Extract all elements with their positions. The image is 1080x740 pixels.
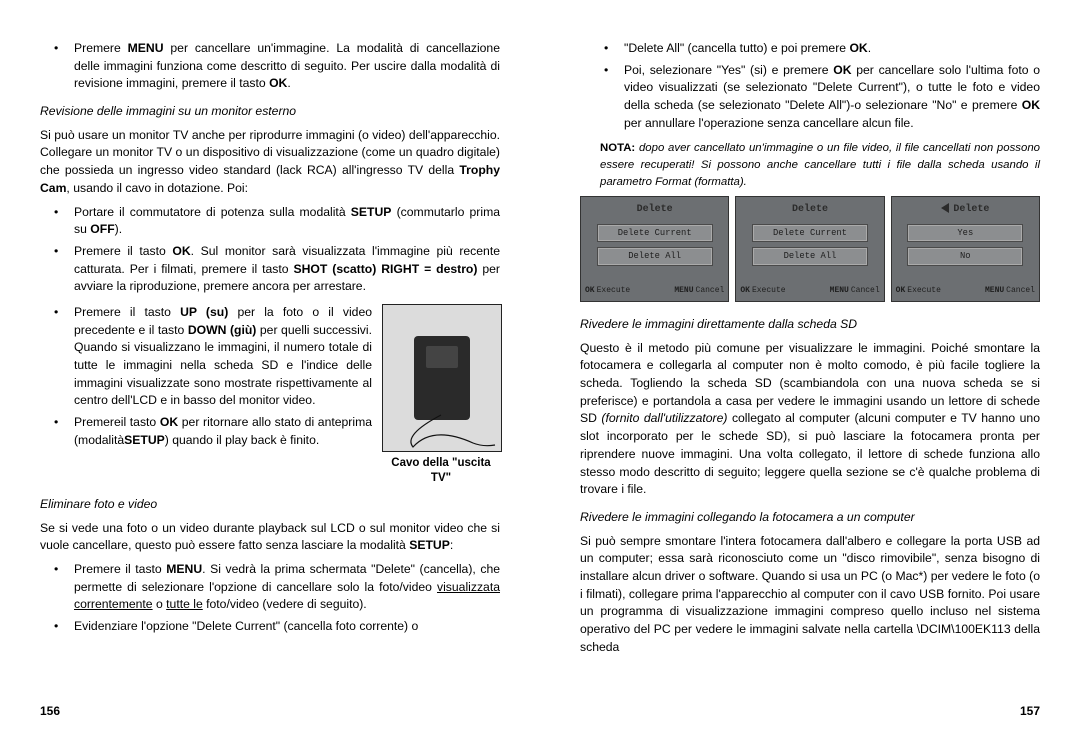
nota-block: NOTA: dopo aver cancellato un'immagine o…: [580, 140, 1040, 190]
page-right: "Delete All" (cancella tutto) e poi prem…: [540, 40, 1080, 720]
para-sd: Questo è il metodo più comune per visual…: [580, 340, 1040, 499]
screen-option: Delete All: [752, 247, 868, 266]
delete-screenshots-row: Delete Delete Current Delete All OKExecuteM…: [580, 196, 1040, 302]
list-item: Premere il tasto OK. Sul monitor sarà vi…: [40, 243, 500, 296]
heading-revisione: Revisione delle immagini su un monitor e…: [40, 103, 500, 121]
page-left: Premere MENU per cancellare un'immagine.…: [0, 40, 540, 720]
screen-option: Delete Current: [752, 224, 868, 243]
list-item: Evidenziare l'opzione "Delete Current" (…: [40, 618, 500, 636]
screen-option: Delete All: [597, 247, 713, 266]
lcd-screenshot: Delete Yes No OKExecuteMENUCancel: [891, 196, 1040, 302]
screen-option: Delete Current: [597, 224, 713, 243]
list-item: Portare il commutatore di potenza sulla …: [40, 204, 500, 239]
list-item: Premere MENU per cancellare un'immagine.…: [40, 40, 500, 93]
left-list-1: Portare il commutatore di potenza sulla …: [40, 204, 500, 296]
para-monitor: Si può usare un monitor TV anche per rip…: [40, 127, 500, 198]
para-computer: Si può sempre smontare l'intera fotocame…: [580, 533, 1040, 657]
figure-caption: Cavo della "uscita TV": [382, 456, 500, 486]
screen-footer: OKExecuteMENUCancel: [585, 285, 724, 297]
left-list-1b: Premere il tasto UP (su) per la foto o i…: [40, 304, 500, 450]
left-top-list: Premere MENU per cancellare un'immagine.…: [40, 40, 500, 93]
screen-option: Yes: [907, 224, 1023, 243]
screen-footer: OKExecuteMENUCancel: [896, 285, 1035, 297]
list-item: Premereil tasto OK per ritornare allo st…: [40, 414, 500, 449]
page-number-left: 156: [40, 703, 500, 720]
page-number-right: 157: [580, 703, 1040, 720]
heading-sd: Rivedere le immagini direttamente dalla …: [580, 316, 1040, 334]
heading-computer: Rivedere le immagini collegando la fotoc…: [580, 509, 1040, 527]
heading-eliminare: Eliminare foto e video: [40, 496, 500, 514]
right-top-list: "Delete All" (cancella tutto) e poi prem…: [590, 40, 1040, 132]
list-item: Poi, selezionare "Yes" (si) e premere OK…: [590, 62, 1040, 133]
screen-title: Delete: [896, 203, 1035, 218]
lcd-screenshot: Delete Delete Current Delete All OKExecuteM…: [580, 196, 729, 302]
para-eliminare: Se si vede una foto o un video durante p…: [40, 520, 500, 555]
screen-option: No: [907, 247, 1023, 266]
screen-title: Delete: [740, 203, 879, 218]
two-page-spread: Premere MENU per cancellare un'immagine.…: [0, 0, 1080, 740]
list-item: "Delete All" (cancella tutto) e poi prem…: [590, 40, 1040, 58]
screen-title: Delete: [585, 203, 724, 218]
list-item: Premere il tasto MENU. Si vedrà la prima…: [40, 561, 500, 614]
section-with-image: Cavo della "uscita TV" Premere il tasto …: [40, 304, 500, 486]
left-list-2: Premere il tasto MENU. Si vedrà la prima…: [40, 561, 500, 636]
lcd-screenshot: Delete Delete Current Delete All OKExecuteM…: [735, 196, 884, 302]
list-item: Premere il tasto UP (su) per la foto o i…: [40, 304, 500, 410]
screen-footer: OKExecuteMENUCancel: [740, 285, 879, 297]
